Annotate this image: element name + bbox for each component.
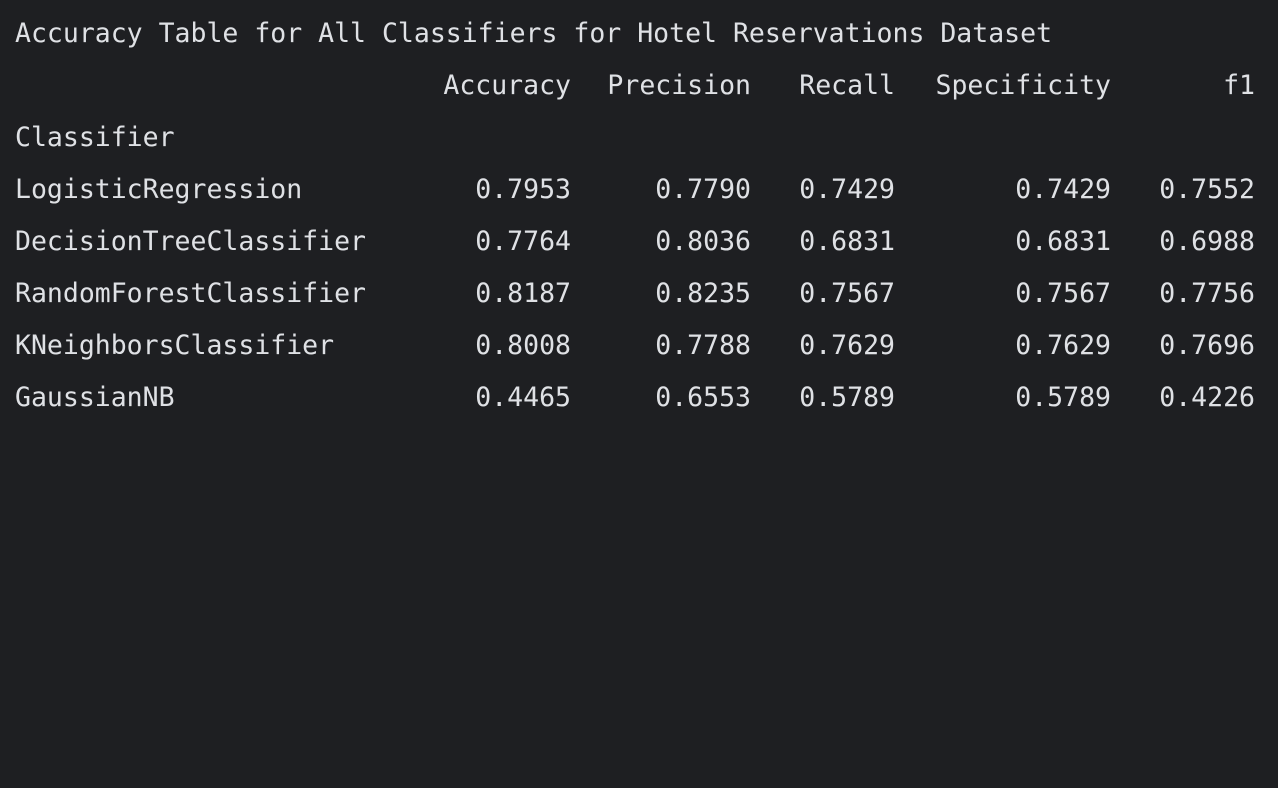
table-row: DecisionTreeClassifier 0.7764 0.8036 0.6… [0,216,1278,268]
cell-specificity: 0.5789 [1015,382,1111,413]
cell-f1: 0.4226 [1159,382,1255,413]
cell-specificity: 0.7567 [1015,278,1111,309]
table-row: RandomForestClassifier 0.8187 0.8235 0.7… [0,268,1278,320]
cell-recall: 0.7567 [799,278,895,309]
index-name-row: Classifier [0,112,1278,164]
table-row: LogisticRegression 0.7953 0.7790 0.7429 … [0,164,1278,216]
row-label: GaussianNB [15,382,175,413]
cell-f1: 0.7552 [1159,174,1255,205]
cell-f1: 0.7756 [1159,278,1255,309]
row-label: LogisticRegression [15,174,303,205]
row-label: DecisionTreeClassifier [15,226,366,257]
cell-recall: 0.5789 [799,382,895,413]
cell-accuracy: 0.4465 [475,382,571,413]
cell-precision: 0.6553 [655,382,751,413]
index-name: Classifier [15,122,175,153]
cell-accuracy: 0.7953 [475,174,571,205]
column-header-specificity: Specificity [935,70,1112,101]
cell-specificity: 0.7629 [1015,330,1111,361]
console-output: Accuracy Table for All Classifiers for H… [0,8,1278,424]
cell-recall: 0.7429 [799,174,895,205]
column-header-f1: f1 [1223,70,1255,101]
table-row: KNeighborsClassifier 0.8008 0.7788 0.762… [0,320,1278,372]
column-header-recall: Recall [799,70,895,101]
table-row: GaussianNB 0.4465 0.6553 0.5789 0.5789 0… [0,372,1278,424]
row-label: KNeighborsClassifier [15,330,335,361]
cell-precision: 0.7788 [655,330,751,361]
cell-specificity: 0.7429 [1015,174,1111,205]
table-title: Accuracy Table for All Classifiers for H… [15,18,1053,49]
cell-accuracy: 0.8008 [475,330,571,361]
cell-specificity: 0.6831 [1015,226,1111,257]
cell-recall: 0.6831 [799,226,895,257]
cell-precision: 0.7790 [655,174,751,205]
row-label: RandomForestClassifier [15,278,366,309]
cell-recall: 0.7629 [799,330,895,361]
cell-f1: 0.7696 [1159,330,1255,361]
cell-accuracy: 0.7764 [475,226,571,257]
cell-f1: 0.6988 [1159,226,1255,257]
cell-precision: 0.8036 [655,226,751,257]
cell-accuracy: 0.8187 [475,278,571,309]
column-header-precision: Precision [607,70,751,101]
column-header-accuracy: Accuracy [443,70,571,101]
cell-precision: 0.8235 [655,278,751,309]
title-line: Accuracy Table for All Classifiers for H… [0,8,1278,60]
header-row: Accuracy Precision Recall Specificity f1 [0,60,1278,112]
